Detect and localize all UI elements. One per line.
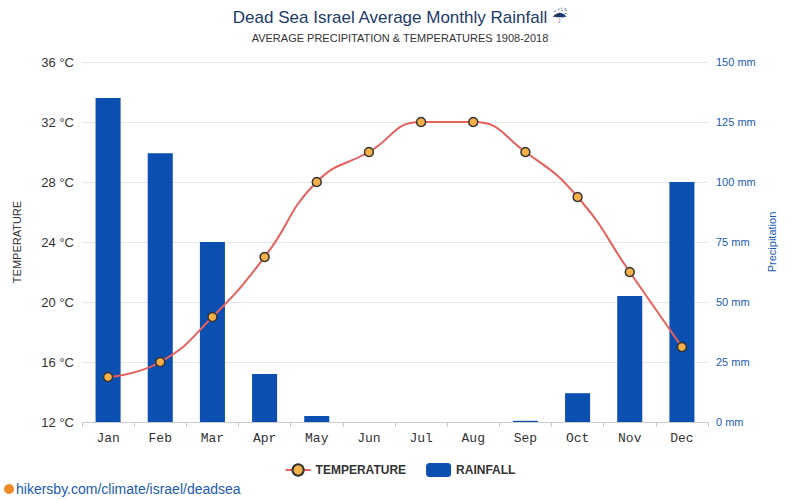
svg-text:0 mm: 0 mm [716,416,744,428]
svg-text:TEMPERATURE: TEMPERATURE [316,463,406,477]
svg-text:Precipitation: Precipitation [766,212,778,273]
svg-text:100 mm: 100 mm [716,176,756,188]
svg-text:36 °C: 36 °C [41,55,74,70]
svg-text:AVERAGE PRECIPITATION & TEMPER: AVERAGE PRECIPITATION & TEMPERATURES 190… [252,32,549,44]
svg-text:24 °C: 24 °C [41,235,74,250]
svg-text:Feb: Feb [149,431,172,446]
svg-text:50 mm: 50 mm [716,296,750,308]
svg-text:28 °C: 28 °C [41,175,74,190]
svg-text:Oct: Oct [566,431,589,446]
svg-text:20 °C: 20 °C [41,295,74,310]
svg-text:hikersby.com/climate/israel/de: hikersby.com/climate/israel/deadsea [16,481,241,497]
svg-text:RAINFALL: RAINFALL [456,463,515,477]
svg-text:125 mm: 125 mm [716,116,756,128]
svg-text:May: May [305,431,329,446]
svg-text:25 mm: 25 mm [716,356,750,368]
svg-text:Nov: Nov [618,431,642,446]
svg-text:Aug: Aug [462,431,485,446]
svg-text:Jan: Jan [96,431,119,446]
svg-text:12 °C: 12 °C [41,415,74,430]
svg-text:Dead Sea Israel Average Monthl: Dead Sea Israel Average Monthly Rainfall… [233,7,567,27]
svg-text:75 mm: 75 mm [716,236,750,248]
svg-text:Apr: Apr [253,431,276,446]
svg-text:150 mm: 150 mm [716,56,756,68]
svg-text:16 °C: 16 °C [41,355,74,370]
svg-text:Jun: Jun [357,431,380,446]
svg-text:Mar: Mar [201,431,224,446]
svg-text:32 °C: 32 °C [41,115,74,130]
svg-text:Dec: Dec [670,431,693,446]
svg-text:Sep: Sep [514,431,537,446]
svg-text:TEMPERATURE: TEMPERATURE [11,201,23,283]
svg-text:Jul: Jul [409,431,433,446]
